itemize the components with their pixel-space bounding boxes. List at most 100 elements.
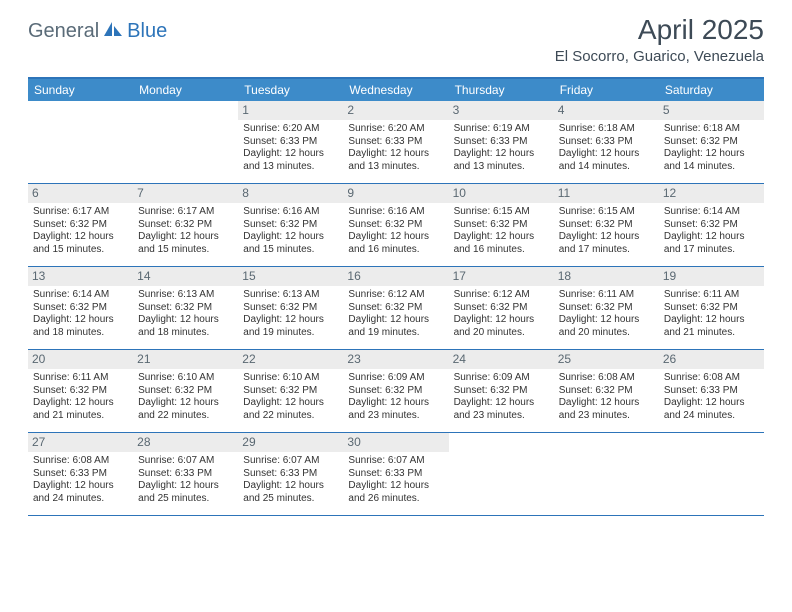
daylight-text: Daylight: 12 hours and 26 minutes. bbox=[348, 480, 443, 505]
sunrise-text: Sunrise: 6:09 AM bbox=[454, 372, 549, 385]
day-number: 20 bbox=[28, 350, 133, 369]
day-number: 27 bbox=[28, 433, 133, 452]
calendar-cell: 24Sunrise: 6:09 AMSunset: 6:32 PMDayligh… bbox=[449, 350, 554, 432]
sunrise-text: Sunrise: 6:16 AM bbox=[243, 206, 338, 219]
sunset-text: Sunset: 6:32 PM bbox=[559, 219, 654, 232]
day-number: 17 bbox=[449, 267, 554, 286]
sunrise-text: Sunrise: 6:11 AM bbox=[559, 289, 654, 302]
sunrise-text: Sunrise: 6:08 AM bbox=[664, 372, 759, 385]
sunset-text: Sunset: 6:33 PM bbox=[664, 385, 759, 398]
calendar-cell-empty bbox=[133, 101, 238, 183]
day-number: 2 bbox=[343, 101, 448, 120]
calendar: Sunday Monday Tuesday Wednesday Thursday… bbox=[28, 77, 764, 516]
sunrise-text: Sunrise: 6:08 AM bbox=[559, 372, 654, 385]
sunset-text: Sunset: 6:32 PM bbox=[33, 302, 128, 315]
calendar-cell: 25Sunrise: 6:08 AMSunset: 6:32 PMDayligh… bbox=[554, 350, 659, 432]
calendar-cell: 9Sunrise: 6:16 AMSunset: 6:32 PMDaylight… bbox=[343, 184, 448, 266]
sunset-text: Sunset: 6:33 PM bbox=[138, 468, 233, 481]
daylight-text: Daylight: 12 hours and 21 minutes. bbox=[664, 314, 759, 339]
sunset-text: Sunset: 6:32 PM bbox=[348, 219, 443, 232]
sunset-text: Sunset: 6:32 PM bbox=[138, 219, 233, 232]
day-number: 4 bbox=[554, 101, 659, 120]
calendar-cell: 22Sunrise: 6:10 AMSunset: 6:32 PMDayligh… bbox=[238, 350, 343, 432]
day-header-cell: Monday bbox=[133, 79, 238, 101]
calendar-cell-empty bbox=[659, 433, 764, 515]
daylight-text: Daylight: 12 hours and 13 minutes. bbox=[243, 148, 338, 173]
daylight-text: Daylight: 12 hours and 17 minutes. bbox=[664, 231, 759, 256]
calendar-cell: 17Sunrise: 6:12 AMSunset: 6:32 PMDayligh… bbox=[449, 267, 554, 349]
daylight-text: Daylight: 12 hours and 22 minutes. bbox=[243, 397, 338, 422]
brand-text-2: Blue bbox=[127, 20, 167, 43]
sunrise-text: Sunrise: 6:08 AM bbox=[33, 455, 128, 468]
daylight-text: Daylight: 12 hours and 25 minutes. bbox=[243, 480, 338, 505]
day-header-cell: Friday bbox=[554, 79, 659, 101]
daylight-text: Daylight: 12 hours and 15 minutes. bbox=[138, 231, 233, 256]
sunset-text: Sunset: 6:33 PM bbox=[348, 468, 443, 481]
day-header-cell: Tuesday bbox=[238, 79, 343, 101]
daylight-text: Daylight: 12 hours and 15 minutes. bbox=[33, 231, 128, 256]
calendar-cell: 23Sunrise: 6:09 AMSunset: 6:32 PMDayligh… bbox=[343, 350, 448, 432]
day-number: 1 bbox=[238, 101, 343, 120]
day-number: 10 bbox=[449, 184, 554, 203]
location-text: El Socorro, Guarico, Venezuela bbox=[555, 48, 764, 65]
daylight-text: Daylight: 12 hours and 14 minutes. bbox=[664, 148, 759, 173]
daylight-text: Daylight: 12 hours and 15 minutes. bbox=[243, 231, 338, 256]
day-number: 12 bbox=[659, 184, 764, 203]
calendar-cell: 12 Sunrise: 6:14 AMSunset: 6:32 PMDayligh… bbox=[659, 184, 764, 266]
calendar-cell: 18Sunrise: 6:11 AMSunset: 6:32 PMDayligh… bbox=[554, 267, 659, 349]
calendar-cell: 2Sunrise: 6:20 AMSunset: 6:33 PMDaylight… bbox=[343, 101, 448, 183]
day-number: 8 bbox=[238, 184, 343, 203]
sunrise-text: Sunrise: 6:07 AM bbox=[243, 455, 338, 468]
calendar-cell: 11Sunrise: 6:15 AMSunset: 6:32 PMDayligh… bbox=[554, 184, 659, 266]
sunset-text: Sunset: 6:32 PM bbox=[664, 219, 759, 232]
daylight-text: Daylight: 12 hours and 18 minutes. bbox=[33, 314, 128, 339]
day-header-cell: Sunday bbox=[28, 79, 133, 101]
daylight-text: Daylight: 12 hours and 23 minutes. bbox=[454, 397, 549, 422]
sunrise-text: Sunrise: 6:10 AM bbox=[138, 372, 233, 385]
day-number: 23 bbox=[343, 350, 448, 369]
sunrise-text: Sunrise: 6:07 AM bbox=[138, 455, 233, 468]
day-number: 19 bbox=[659, 267, 764, 286]
calendar-cell: 14Sunrise: 6:13 AMSunset: 6:32 PMDayligh… bbox=[133, 267, 238, 349]
header: General Blue April 2025 El Socorro, Guar… bbox=[0, 0, 792, 69]
day-number: 3 bbox=[449, 101, 554, 120]
sunrise-text: Sunrise: 6:11 AM bbox=[664, 289, 759, 302]
sunset-text: Sunset: 6:33 PM bbox=[243, 136, 338, 149]
sunrise-text: Sunrise: 6:12 AM bbox=[454, 289, 549, 302]
day-number: 25 bbox=[554, 350, 659, 369]
sunset-text: Sunset: 6:32 PM bbox=[559, 385, 654, 398]
sunset-text: Sunset: 6:33 PM bbox=[348, 136, 443, 149]
sunrise-text: Sunrise: 6:17 AM bbox=[138, 206, 233, 219]
day-number: 28 bbox=[133, 433, 238, 452]
brand-logo: General Blue bbox=[28, 14, 167, 43]
sunrise-text: Sunrise: 6:12 AM bbox=[348, 289, 443, 302]
daylight-text: Daylight: 12 hours and 17 minutes. bbox=[559, 231, 654, 256]
sunset-text: Sunset: 6:32 PM bbox=[454, 385, 549, 398]
calendar-cell: 3Sunrise: 6:19 AMSunset: 6:33 PMDaylight… bbox=[449, 101, 554, 183]
sunrise-text: Sunrise: 6:16 AM bbox=[348, 206, 443, 219]
sunset-text: Sunset: 6:32 PM bbox=[243, 385, 338, 398]
sunset-text: Sunset: 6:32 PM bbox=[348, 302, 443, 315]
sunrise-text: Sunrise: 6:14 AM bbox=[664, 206, 759, 219]
sunset-text: Sunset: 6:32 PM bbox=[454, 219, 549, 232]
day-header-cell: Thursday bbox=[449, 79, 554, 101]
sunset-text: Sunset: 6:32 PM bbox=[348, 385, 443, 398]
calendar-cell: 4Sunrise: 6:18 AMSunset: 6:33 PMDaylight… bbox=[554, 101, 659, 183]
calendar-cell: 5Sunrise: 6:18 AMSunset: 6:32 PMDaylight… bbox=[659, 101, 764, 183]
calendar-cell: 1Sunrise: 6:20 AMSunset: 6:33 PMDaylight… bbox=[238, 101, 343, 183]
daylight-text: Daylight: 12 hours and 24 minutes. bbox=[664, 397, 759, 422]
sunset-text: Sunset: 6:32 PM bbox=[138, 302, 233, 315]
calendar-cell: 8 Sunrise: 6:16 AMSunset: 6:32 PMDaylight… bbox=[238, 184, 343, 266]
sunset-text: Sunset: 6:33 PM bbox=[243, 468, 338, 481]
daylight-text: Daylight: 12 hours and 14 minutes. bbox=[559, 148, 654, 173]
sunset-text: Sunset: 6:32 PM bbox=[454, 302, 549, 315]
day-number: 15 bbox=[238, 267, 343, 286]
sunset-text: Sunset: 6:32 PM bbox=[138, 385, 233, 398]
sunset-text: Sunset: 6:32 PM bbox=[243, 219, 338, 232]
daylight-text: Daylight: 12 hours and 20 minutes. bbox=[559, 314, 654, 339]
calendar-cell: 29Sunrise: 6:07 AMSunset: 6:33 PMDayligh… bbox=[238, 433, 343, 515]
calendar-cell: 28Sunrise: 6:07 AMSunset: 6:33 PMDayligh… bbox=[133, 433, 238, 515]
day-number: 13 bbox=[28, 267, 133, 286]
sunrise-text: Sunrise: 6:09 AM bbox=[348, 372, 443, 385]
sunrise-text: Sunrise: 6:13 AM bbox=[243, 289, 338, 302]
